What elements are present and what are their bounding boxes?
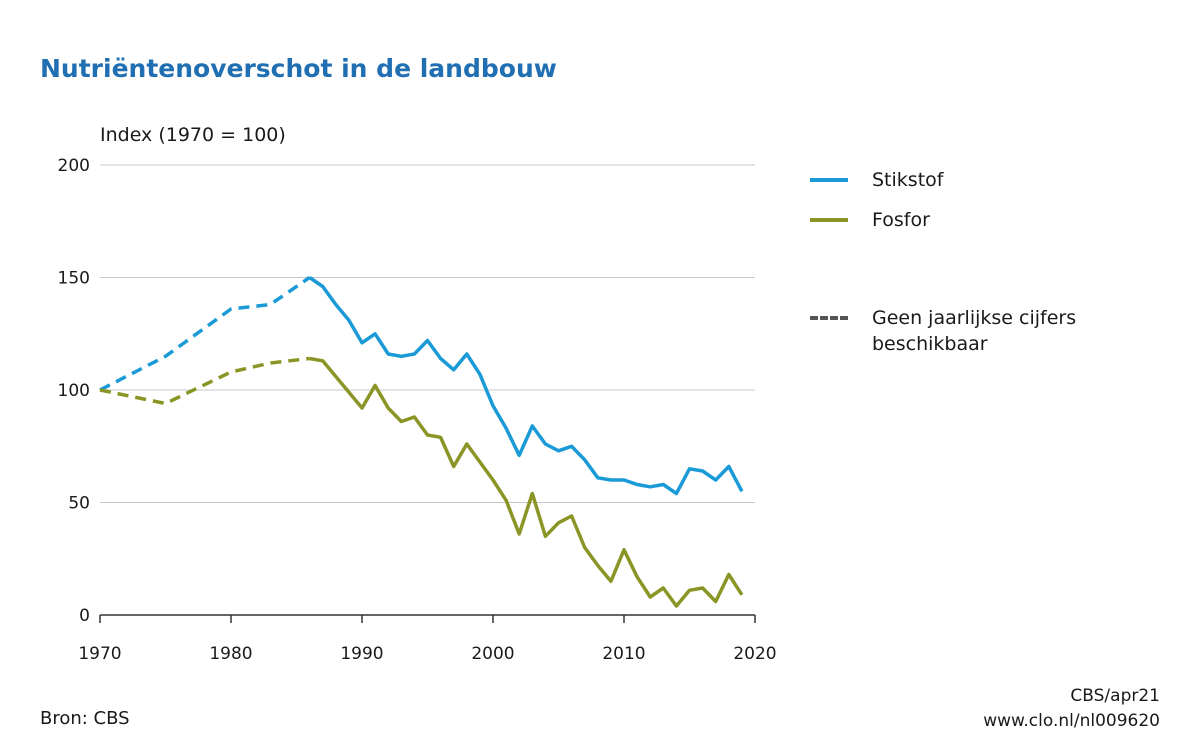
x-tick-2010: 2010 [602, 644, 645, 664]
legend-label-fosfor: Fosfor [872, 209, 930, 231]
y-axis-label: Index (1970 = 100) [100, 124, 286, 146]
series-fosfor-dashed [99, 356, 310, 406]
y-tick-labels: 0 50 100 150 200 [58, 156, 90, 626]
series-stikstof-dashed [99, 276, 311, 392]
legend-item-fosfor: Fosfor [810, 205, 1140, 245]
series-lines [99, 276, 744, 608]
legend-label-dashed-line2: beschikbaar [872, 333, 988, 355]
legend-label-dashed: Geen jaarlijkse cijfers beschikbaar [872, 305, 1076, 357]
chart-title: Nutriëntenoverschot in de landbouw [40, 54, 557, 83]
series-fosfor-solid [309, 356, 744, 608]
legend-label-stikstof: Stikstof [872, 169, 944, 191]
legend-label-dashed-line1: Geen jaarlijkse cijfers [872, 307, 1077, 329]
x-tick-2020: 2020 [733, 644, 776, 664]
x-tick-1970: 1970 [78, 644, 121, 664]
legend-swatch-fosfor [810, 218, 848, 222]
legend-item-stikstof: Stikstof [810, 165, 1140, 205]
x-tick-1990: 1990 [340, 644, 383, 664]
legend-item-dashed: Geen jaarlijkse cijfers beschikbaar [810, 303, 1140, 355]
y-tick-0: 0 [79, 606, 90, 626]
credit-line-2: www.clo.nl/nl009620 [983, 711, 1160, 731]
y-tick-150: 150 [58, 269, 90, 289]
credit-note: CBS/apr21 www.clo.nl/nl009620 [983, 684, 1160, 734]
y-tick-50: 50 [68, 494, 90, 514]
grid-lines [99, 164, 756, 623]
x-tick-2000: 2000 [471, 644, 514, 664]
y-tick-200: 200 [58, 156, 90, 176]
x-tick-1980: 1980 [209, 644, 252, 664]
x-tick-labels: 1970 1980 1990 2000 2010 2020 [78, 644, 776, 664]
legend-swatch-dashed [810, 316, 848, 320]
credit-line-1: CBS/apr21 [1070, 686, 1160, 706]
source-note: Bron: CBS [40, 708, 130, 729]
legend-swatch-stikstof [810, 178, 848, 182]
series-stikstof-solid [308, 276, 744, 496]
legend: Stikstof Fosfor Geen jaarlijkse cijfers … [810, 165, 1140, 355]
y-tick-100: 100 [58, 381, 90, 401]
